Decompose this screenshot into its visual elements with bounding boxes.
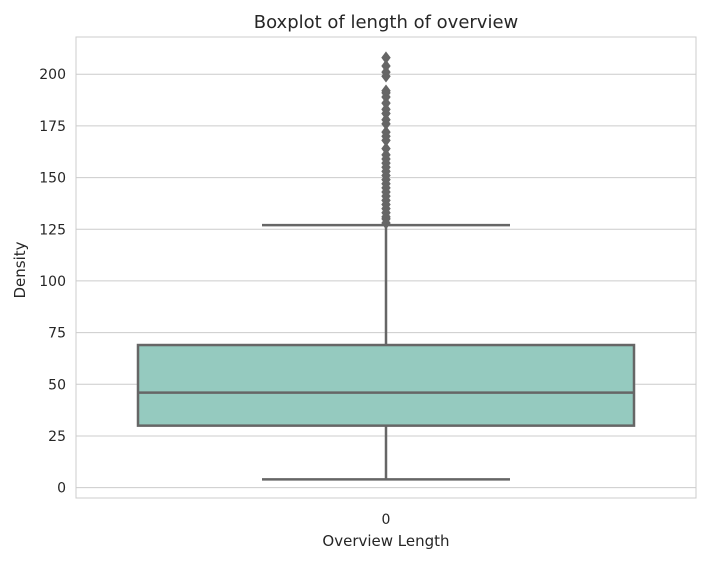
y-tick-labels: 0 25 50 75 100 125 150 175 200 <box>39 67 66 496</box>
chart-title: Boxplot of length of overview <box>254 12 519 33</box>
x-tick-labels: 0 <box>382 512 391 528</box>
outliers <box>381 51 391 230</box>
y-tick-label: 0 <box>57 481 66 497</box>
y-tick-label: 75 <box>48 326 66 342</box>
y-tick-label: 175 <box>39 119 66 135</box>
outlier-point <box>381 59 391 73</box>
y-tick-label: 50 <box>48 377 66 393</box>
y-tick-label: 200 <box>39 67 66 83</box>
y-tick-label: 100 <box>39 274 66 290</box>
y-tick-label: 125 <box>39 222 66 238</box>
x-tick-label: 0 <box>382 512 391 528</box>
outlier-point <box>381 125 391 139</box>
plot-frame <box>75 36 697 499</box>
outlier-point <box>381 84 391 98</box>
x-axis-label: Overview Length <box>322 532 449 550</box>
outlier-point <box>381 51 391 64</box>
outlier-point <box>381 142 391 155</box>
y-tick-label: 25 <box>48 429 66 445</box>
y-axis-label: Density <box>11 241 29 298</box>
y-tick-label: 150 <box>39 171 66 187</box>
iqr-box <box>136 343 636 427</box>
